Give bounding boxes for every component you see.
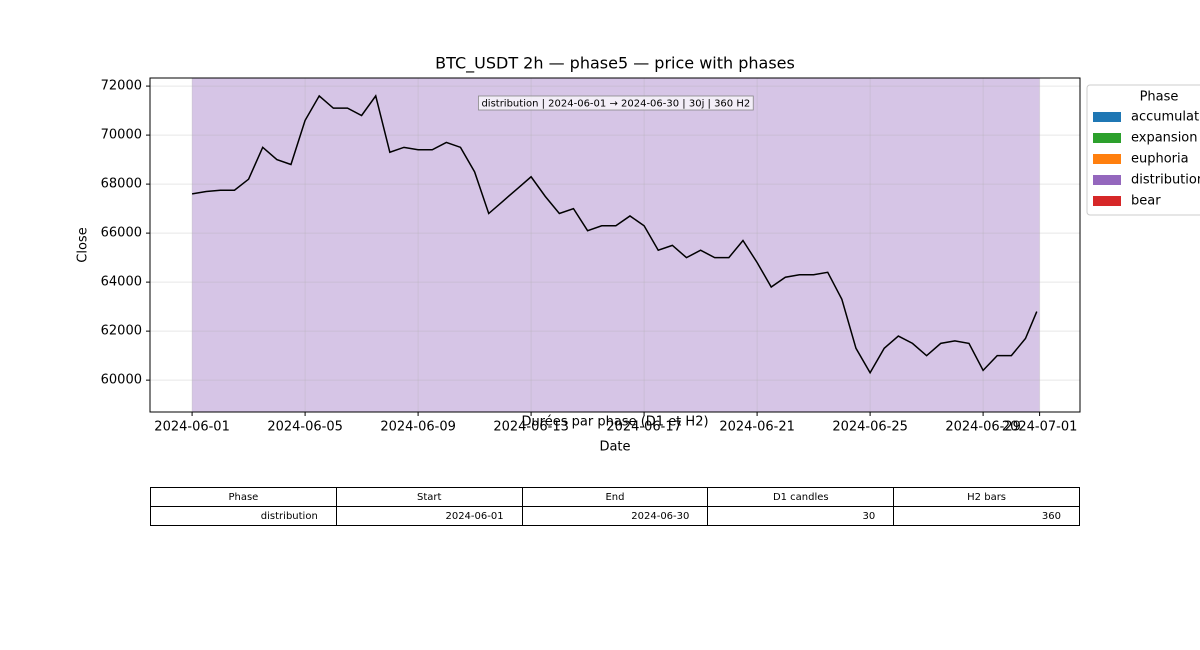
x-tick-label: 2024-07-01 bbox=[1002, 420, 1078, 435]
table-cell: 2024-06-30 bbox=[521, 506, 709, 526]
table-header: Phase Start End D1 candles H2 bars bbox=[150, 487, 1080, 507]
x-tick-label: 2024-06-05 bbox=[267, 420, 343, 435]
y-axis-label: Close bbox=[76, 227, 91, 262]
legend-label: euphoria bbox=[1131, 152, 1189, 167]
column-header: Phase bbox=[150, 487, 337, 507]
legend-label: expansion bbox=[1131, 131, 1198, 146]
y-tick-label: 66000 bbox=[101, 226, 142, 241]
table-cell: distribution bbox=[150, 506, 337, 526]
phase-table: Phase Start End D1 candles H2 bars distribut… bbox=[150, 487, 1080, 526]
table-body: distribution 2024-06-01 2024-06-30 30 360 bbox=[150, 506, 1080, 526]
table-cell: 360 bbox=[893, 506, 1080, 526]
legend-swatch bbox=[1093, 196, 1121, 206]
x-tick-label: 2024-06-25 bbox=[832, 420, 908, 435]
plot-frame bbox=[149, 77, 1081, 413]
legend-label: accumulation bbox=[1131, 110, 1200, 125]
column-header: Start bbox=[335, 487, 523, 507]
x-tick-label: 2024-06-29 bbox=[945, 420, 1021, 435]
legend-swatch bbox=[1093, 112, 1121, 122]
legend-label: distribution bbox=[1131, 173, 1200, 188]
phase-annotation: distribution | 2024-06-01 → 2024-06-30 |… bbox=[481, 99, 750, 110]
price-line bbox=[191, 94, 1038, 375]
x-axis-label: Date bbox=[599, 440, 630, 455]
y-tick-label: 60000 bbox=[101, 373, 142, 388]
table-cell: 2024-06-01 bbox=[335, 506, 523, 526]
y-tick-label: 70000 bbox=[101, 128, 142, 143]
x-tick-label: 2024-06-09 bbox=[380, 420, 456, 435]
y-tick-label: 68000 bbox=[101, 177, 142, 192]
table-cell: 30 bbox=[707, 506, 895, 526]
x-tick-label: 2024-06-21 bbox=[719, 420, 795, 435]
legend-swatch bbox=[1093, 175, 1121, 185]
y-tick-label: 64000 bbox=[101, 275, 142, 290]
table-row: distribution 2024-06-01 2024-06-30 30 360 bbox=[150, 506, 1080, 526]
table-title: Durées par phase (D1 et H2) bbox=[521, 415, 708, 430]
chart-title: BTC_USDT 2h — phase5 — price with phases bbox=[435, 54, 795, 74]
legend-label: bear bbox=[1131, 194, 1161, 209]
column-header: H2 bars bbox=[893, 487, 1080, 507]
x-tick-label: 2024-06-17 bbox=[606, 420, 682, 435]
annotation-box bbox=[478, 95, 754, 111]
legend-swatch bbox=[1093, 154, 1121, 164]
phase-span bbox=[192, 78, 1040, 412]
legend-swatch bbox=[1093, 133, 1121, 143]
legend-title: Phase bbox=[1140, 90, 1179, 105]
y-tick-label: 62000 bbox=[101, 324, 142, 339]
column-header: End bbox=[521, 487, 709, 507]
y-tick-label: 72000 bbox=[101, 79, 142, 94]
column-header: D1 candles bbox=[707, 487, 895, 507]
x-tick-label: 2024-06-13 bbox=[493, 420, 569, 435]
x-tick-label: 2024-06-01 bbox=[154, 420, 230, 435]
